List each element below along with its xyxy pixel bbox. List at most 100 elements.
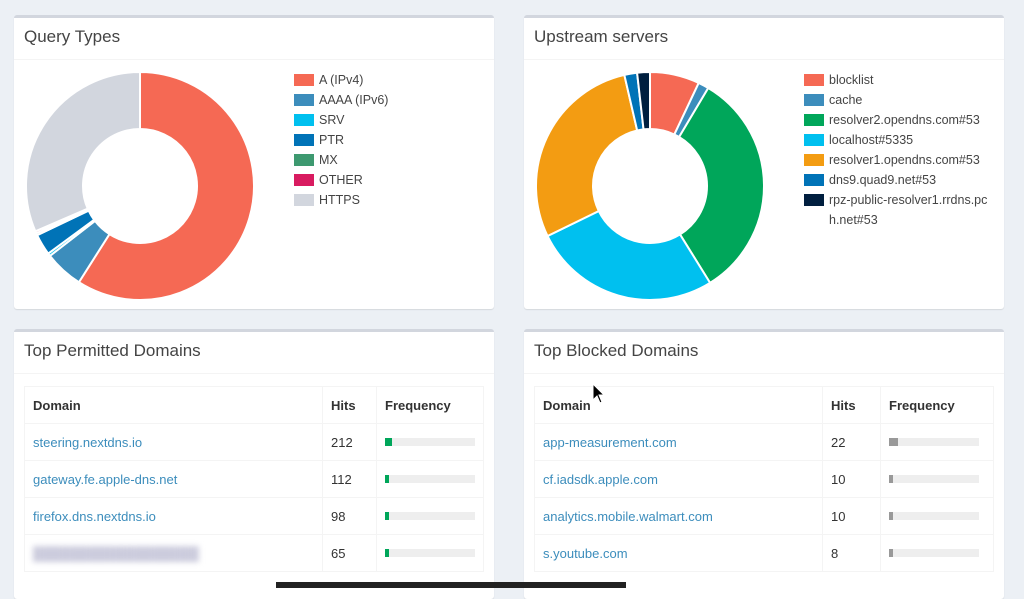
donut-slice[interactable]	[77, 70, 255, 301]
legend-item[interactable]: cache	[804, 90, 994, 110]
frequency-cell	[376, 460, 484, 498]
table-row: cf.iadsdk.apple.com 10	[534, 460, 994, 498]
domain-cell: gateway.fe.apple-dns.net	[24, 460, 323, 498]
domain-link[interactable]: cf.iadsdk.apple.com	[543, 471, 658, 487]
legend-label: resolver2.opendns.com#53	[829, 113, 980, 127]
legend-label: localhost#5335	[829, 133, 914, 147]
legend-item[interactable]: blocklist	[804, 70, 994, 90]
domain-cell: ██████████████████	[24, 534, 323, 572]
legend-item[interactable]: SRV	[294, 110, 484, 130]
legend-swatch	[804, 74, 824, 86]
table-row: gateway.fe.apple-dns.net 112	[24, 460, 484, 498]
domain-link[interactable]: firefox.dns.nextdns.io	[33, 508, 156, 524]
query-types-legend: A (IPv4) AAAA (IPv6) SRV PTR MX OTHER HTTPS	[294, 70, 484, 210]
frequency-bar	[889, 438, 979, 446]
donut-slice[interactable]	[25, 70, 141, 233]
upstream-servers-title: Upstream servers	[534, 27, 669, 46]
domain-cell: cf.iadsdk.apple.com	[534, 460, 823, 498]
frequency-bar-fill	[889, 438, 898, 446]
legend-item[interactable]: A (IPv4)	[294, 70, 484, 90]
query-types-donut-chart[interactable]	[20, 66, 260, 306]
legend-label: MX	[319, 153, 338, 167]
frequency-bar	[385, 438, 475, 446]
legend-item[interactable]: localhost#5335	[804, 130, 994, 150]
hits-cell: 10	[822, 460, 881, 498]
frequency-bar	[385, 475, 475, 483]
frequency-bar-fill	[385, 512, 389, 520]
frequency-cell	[880, 497, 994, 535]
frequency-column-header[interactable]: Frequency	[880, 386, 994, 424]
top-permitted-panel: Top Permitted Domains Domain Hits Freque…	[14, 329, 494, 599]
frequency-bar	[889, 512, 979, 520]
legend-label: HTTPS	[319, 193, 360, 207]
domain-link[interactable]: app-measurement.com	[543, 434, 677, 450]
taskbar-fragment	[276, 582, 626, 588]
table-header-row: Domain Hits Frequency	[534, 386, 994, 424]
upstream-servers-donut-chart[interactable]	[530, 66, 770, 306]
table-row: ██████████████████ 65	[24, 534, 484, 572]
hits-column-header[interactable]: Hits	[322, 386, 377, 424]
legend-swatch	[294, 74, 314, 86]
frequency-bar-fill	[385, 549, 389, 557]
legend-swatch	[804, 114, 824, 126]
legend-item[interactable]: MX	[294, 150, 484, 170]
top-permitted-header: Top Permitted Domains	[14, 332, 494, 374]
legend-item[interactable]: resolver2.opendns.com#53	[804, 110, 994, 130]
frequency-bar	[889, 475, 979, 483]
hits-cell: 98	[322, 497, 377, 535]
top-blocked-table: Domain Hits Frequency app-measurement.co…	[534, 386, 994, 572]
domain-cell: app-measurement.com	[534, 423, 823, 461]
domain-link[interactable]: gateway.fe.apple-dns.net	[33, 471, 178, 487]
table-row: steering.nextdns.io 212	[24, 423, 484, 461]
domain-link[interactable]: s.youtube.com	[543, 545, 628, 561]
query-types-panel: Query Types A (IPv4) AAAA (IPv6) SRV PTR MX O…	[14, 15, 494, 309]
legend-item[interactable]: dns9.quad9.net#53	[804, 170, 994, 190]
legend-swatch	[804, 134, 824, 146]
hits-cell: 212	[322, 423, 377, 461]
hits-column-header[interactable]: Hits	[822, 386, 881, 424]
domain-cell: s.youtube.com	[534, 534, 823, 572]
legend-label: PTR	[319, 133, 344, 147]
frequency-bar-fill	[385, 475, 389, 483]
legend-item[interactable]: HTTPS	[294, 190, 484, 210]
donut-slice[interactable]	[635, 70, 651, 131]
legend-swatch	[294, 94, 314, 106]
query-types-title: Query Types	[24, 27, 121, 46]
donut-slice[interactable]	[677, 86, 765, 285]
redacted-domain: ██████████████████	[33, 545, 199, 561]
legend-item[interactable]: OTHER	[294, 170, 484, 190]
donut-slice[interactable]	[546, 209, 712, 301]
domain-column-header[interactable]: Domain	[24, 386, 323, 424]
legend-label: A (IPv4)	[319, 73, 364, 87]
domain-cell: analytics.mobile.walmart.com	[534, 497, 823, 535]
frequency-bar-fill	[889, 475, 893, 483]
legend-label: AAAA (IPv6)	[319, 93, 389, 107]
frequency-column-header[interactable]: Frequency	[376, 386, 484, 424]
legend-swatch	[294, 154, 314, 166]
legend-item[interactable]: resolver1.opendns.com#53	[804, 150, 994, 170]
hits-cell: 10	[822, 497, 881, 535]
legend-label: dns9.quad9.net#53	[829, 173, 937, 187]
legend-item[interactable]: AAAA (IPv6)	[294, 90, 484, 110]
frequency-cell	[376, 423, 484, 461]
frequency-bar	[889, 549, 979, 557]
hits-cell: 8	[822, 534, 881, 572]
top-permitted-table: Domain Hits Frequency steering.nextdns.i…	[24, 386, 484, 572]
legend-label: cache	[829, 93, 863, 107]
frequency-cell	[376, 497, 484, 535]
donut-slice[interactable]	[535, 73, 639, 238]
upstream-servers-header: Upstream servers	[524, 18, 1004, 60]
frequency-bar	[385, 549, 475, 557]
frequency-bar	[385, 512, 475, 520]
domain-column-header[interactable]: Domain	[534, 386, 823, 424]
frequency-bar-fill	[385, 438, 393, 446]
legend-item[interactable]: PTR	[294, 130, 484, 150]
table-row: firefox.dns.nextdns.io 98	[24, 497, 484, 535]
top-blocked-title: Top Blocked Domains	[534, 341, 699, 360]
legend-item[interactable]: rpz-public-resolver1.rrdns.pch.net#53	[804, 190, 994, 230]
domain-link[interactable]: steering.nextdns.io	[33, 434, 143, 450]
frequency-bar-fill	[889, 549, 893, 557]
domain-link[interactable]: analytics.mobile.walmart.com	[543, 508, 713, 524]
domain-cell: firefox.dns.nextdns.io	[24, 497, 323, 535]
frequency-cell	[880, 460, 994, 498]
